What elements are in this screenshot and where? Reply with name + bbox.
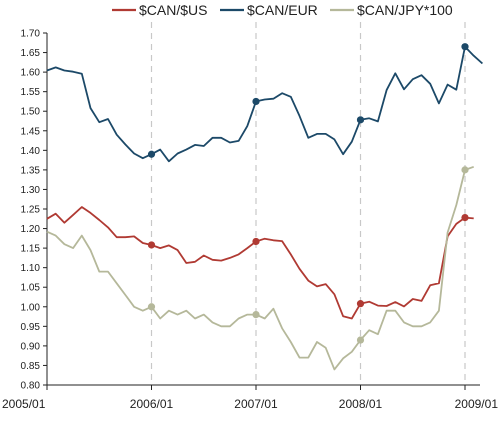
y-tick-label: 0.85 <box>21 361 41 372</box>
x-tick-label: 2008/01 <box>339 397 383 411</box>
series-line-0 <box>46 206 474 320</box>
y-tick-label: 1.30 <box>21 185 41 196</box>
y-tick-label: 1.40 <box>21 146 41 157</box>
y-tick-label: 0.95 <box>21 322 41 333</box>
x-tick-label: 2007/01 <box>234 397 278 411</box>
x-tick-label: 2005/01 <box>2 397 46 411</box>
axes <box>46 33 480 386</box>
x-tick-label: 2009/01 <box>455 397 499 411</box>
y-tick-label: 1.25 <box>21 205 41 216</box>
series-point <box>356 336 365 344</box>
series-line-2 <box>46 165 475 371</box>
legend-label: $CAN/$US <box>139 2 207 18</box>
y-tick-label: 0.90 <box>21 341 41 352</box>
series-point <box>252 97 260 106</box>
x-axis-ticks: 2005/01 2006/01 2007/01 2008/01 2009/01 <box>2 385 498 411</box>
y-tick-label: 1.10 <box>21 263 41 274</box>
legend: $CAN/$US $CAN/EUR $CAN/JPY*100 <box>112 2 453 18</box>
series-point <box>461 43 469 51</box>
series-point <box>356 300 365 308</box>
y-tick-label: 1.20 <box>21 224 41 235</box>
series-point <box>147 303 156 311</box>
y-axis-ticks: 0.80 0.85 0.90 0.95 1.00 1.05 1.10 1.15 1.20 1.25… <box>21 29 47 392</box>
legend-label: $CAN/JPY*100 <box>357 2 453 18</box>
y-tick-label: 1.00 <box>21 302 41 313</box>
y-tick-label: 1.65 <box>21 48 41 59</box>
y-tick-label: 1.35 <box>21 165 41 176</box>
series-lines <box>46 43 484 371</box>
y-tick-label: 1.15 <box>21 244 41 255</box>
x-tick-label: 2006/01 <box>130 397 174 411</box>
y-tick-label: 1.70 <box>21 29 41 40</box>
y-tick-label: 1.60 <box>21 68 41 79</box>
series-point <box>461 214 469 222</box>
series-line-1 <box>46 45 484 163</box>
legend-label: $CAN/EUR <box>247 2 318 18</box>
series-point <box>147 241 156 249</box>
y-tick-label: 0.80 <box>21 381 41 392</box>
series-point <box>356 116 365 124</box>
series-point <box>147 150 156 158</box>
y-tick-label: 1.45 <box>21 126 41 137</box>
series-point <box>461 166 469 174</box>
y-tick-label: 1.05 <box>21 283 41 294</box>
y-tick-label: 1.55 <box>21 87 41 98</box>
vertical-markers <box>150 22 466 385</box>
series-point <box>252 237 260 246</box>
series-point <box>252 311 260 319</box>
y-tick-label: 1.50 <box>21 107 41 118</box>
